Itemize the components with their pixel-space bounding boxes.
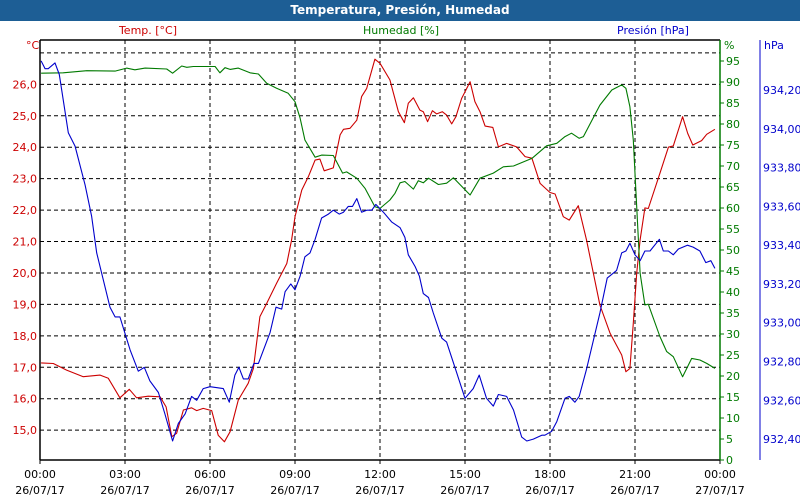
humidity-tick-label: 75 — [726, 139, 740, 152]
humidity-tick-label: 0 — [726, 454, 733, 467]
humidity-tick-label: 25 — [726, 349, 740, 362]
humidity-tick-label: 85 — [726, 97, 740, 110]
chart-title: Temperatura, Presión, Humedad — [290, 3, 510, 17]
x-tick-time: 00:00 — [704, 468, 736, 481]
temp-tick-label: 25,0 — [13, 110, 38, 123]
pressure-tick-label: 932,60 — [763, 394, 800, 407]
x-tick-time: 00:00 — [24, 468, 56, 481]
x-tick-date: 27/07/17 — [695, 484, 744, 497]
temp-tick-label: 26,0 — [13, 78, 38, 91]
temp-tick-label: 21,0 — [13, 236, 38, 249]
temp-tick-label: 19,0 — [13, 298, 38, 311]
temp-tick-label: 24,0 — [13, 141, 38, 154]
humidity-tick-label: 15 — [726, 391, 740, 404]
legend-temp: Temp. [°C] — [118, 24, 178, 37]
humidity-tick-label: 90 — [726, 76, 740, 89]
x-tick-date: 26/07/17 — [525, 484, 574, 497]
pressure-tick-label: 933,80 — [763, 162, 800, 175]
temp-tick-label: 23,0 — [13, 173, 38, 186]
pressure-tick-label: 932,80 — [763, 355, 800, 368]
temp-tick-label: 18,0 — [13, 330, 38, 343]
x-tick-time: 03:00 — [109, 468, 141, 481]
x-tick-time: 18:00 — [534, 468, 566, 481]
humidity-tick-label: 35 — [726, 307, 740, 320]
x-tick-date: 26/07/17 — [185, 484, 234, 497]
x-tick-time: 09:00 — [279, 468, 311, 481]
temp-tick-label: 20,0 — [13, 267, 38, 280]
humidity-tick-label: 20 — [726, 370, 740, 383]
humidity-tick-label: 10 — [726, 412, 740, 425]
pressure-tick-label: 934,20 — [763, 84, 800, 97]
pressure-tick-label: 933,20 — [763, 278, 800, 291]
x-tick-date: 26/07/17 — [100, 484, 149, 497]
humidity-tick-label: 60 — [726, 202, 740, 215]
humidity-axis-unit: % — [724, 39, 734, 52]
x-tick-time: 15:00 — [449, 468, 481, 481]
humidity-series-line — [41, 65, 716, 378]
x-tick-time: 06:00 — [194, 468, 226, 481]
humidity-tick-label: 40 — [726, 286, 740, 299]
pressure-tick-label: 934,00 — [763, 123, 800, 136]
temp-series-line — [41, 58, 716, 443]
x-tick-date: 26/07/17 — [440, 484, 489, 497]
humidity-tick-label: 5 — [726, 433, 733, 446]
temp-tick-label: 22,0 — [13, 204, 38, 217]
humidity-tick-label: 50 — [726, 244, 740, 257]
pressure-tick-label: 933,00 — [763, 317, 800, 330]
humidity-tick-label: 95 — [726, 55, 740, 68]
x-tick-date: 26/07/17 — [270, 484, 319, 497]
temp-tick-label: 15,0 — [13, 424, 38, 437]
x-tick-time: 12:00 — [364, 468, 396, 481]
humidity-tick-label: 30 — [726, 328, 740, 341]
pressure-tick-label: 933,40 — [763, 239, 800, 252]
chart-title-bar: Temperatura, Presión, Humedad — [0, 0, 800, 21]
pressure-axis-unit: hPa — [764, 39, 784, 52]
pressure-series-line — [40, 60, 716, 442]
x-tick-date: 26/07/17 — [610, 484, 659, 497]
legend-humidity: Humedad [%] — [363, 24, 439, 37]
x-tick-date: 26/07/17 — [15, 484, 64, 497]
humidity-tick-label: 65 — [726, 181, 740, 194]
humidity-tick-label: 55 — [726, 223, 740, 236]
humidity-tick-label: 70 — [726, 160, 740, 173]
humidity-tick-label: 45 — [726, 265, 740, 278]
legend-pressure: Presión [hPa] — [617, 24, 689, 37]
humidity-tick-label: 80 — [726, 118, 740, 131]
pressure-tick-label: 932,40 — [763, 433, 800, 446]
temp-tick-label: 17,0 — [13, 361, 38, 374]
x-tick-time: 21:00 — [619, 468, 651, 481]
x-tick-date: 26/07/17 — [355, 484, 404, 497]
temp-tick-label: 16,0 — [13, 393, 38, 406]
pressure-tick-label: 933,60 — [763, 200, 800, 213]
temp-axis-unit: °C — [26, 39, 40, 52]
